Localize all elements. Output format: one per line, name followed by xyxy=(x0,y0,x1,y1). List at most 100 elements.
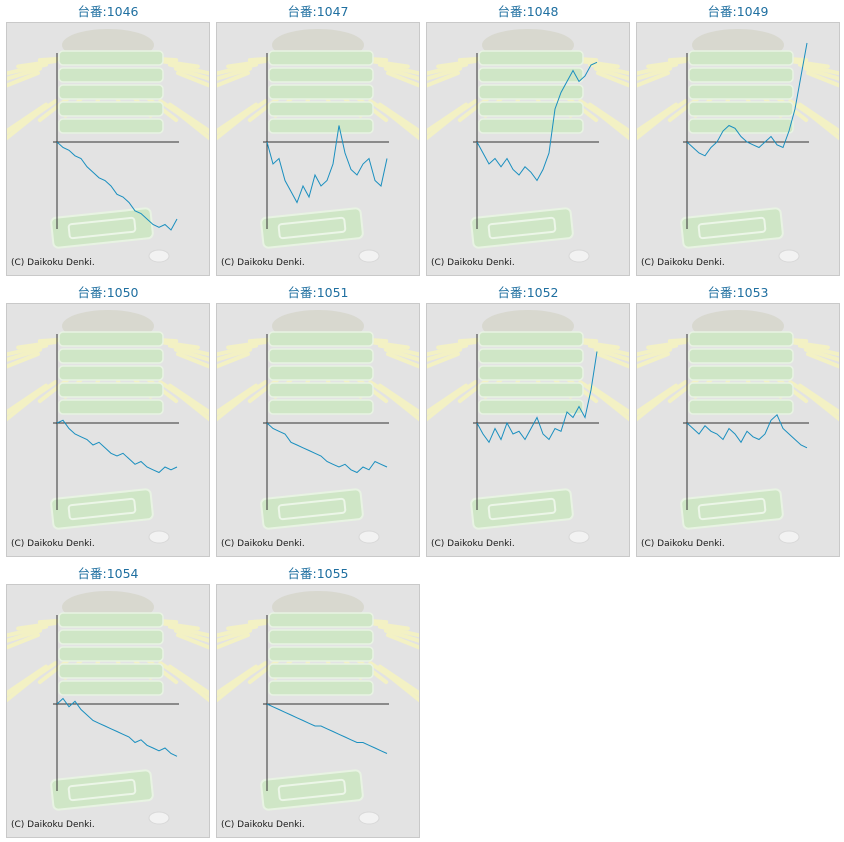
sun-ray xyxy=(7,343,49,357)
tray-stack xyxy=(478,331,584,347)
coin xyxy=(778,249,800,263)
chart-title[interactable]: 台番:1048 xyxy=(497,4,559,19)
series-line xyxy=(266,422,388,474)
sun-ray xyxy=(383,668,419,697)
chart-title[interactable]: 台番:1046 xyxy=(77,4,139,19)
background-artwork xyxy=(7,591,209,825)
chart-cell: 台番:1048 (C) Daikoku Denki. xyxy=(426,0,630,276)
sun-ray xyxy=(593,387,629,416)
sun-ray xyxy=(806,352,839,369)
coin xyxy=(778,530,800,544)
sun-ray xyxy=(637,343,679,357)
sun-ray xyxy=(436,59,478,69)
sun-ray xyxy=(7,71,40,88)
copyright-label: (C) Daikoku Denki. xyxy=(431,539,515,549)
tray-stack xyxy=(58,680,164,696)
sun-ray xyxy=(596,111,629,141)
series-line xyxy=(56,697,178,757)
sun-ray xyxy=(158,59,200,69)
sun-ray xyxy=(803,66,839,81)
chart-svg xyxy=(427,310,629,544)
sun-ray xyxy=(226,661,268,691)
sun-ray xyxy=(377,343,419,357)
tray-stack xyxy=(688,50,794,66)
bottom-tray xyxy=(50,488,154,530)
chart-cell: 台番:1051 (C) Daikoku Denki. xyxy=(216,281,420,557)
copyright-label: (C) Daikoku Denki. xyxy=(641,539,725,549)
sun-ray xyxy=(637,102,679,134)
chart-title[interactable]: 台番:1053 xyxy=(707,285,769,300)
chart-cell: 台番:1047 (C) Daikoku Denki. xyxy=(216,0,420,276)
sun-ray xyxy=(637,66,673,81)
sun-ray xyxy=(217,352,250,369)
tray-stack xyxy=(478,399,584,415)
tray-stack xyxy=(268,399,374,415)
sun-ray xyxy=(436,99,478,129)
bottom-tray-inner xyxy=(277,778,347,802)
sun-ray xyxy=(158,621,200,631)
sun-ray xyxy=(578,340,620,350)
sun-ray xyxy=(368,340,410,350)
tray-stack xyxy=(58,399,164,415)
sun-ray xyxy=(167,624,209,638)
chart-title[interactable]: 台番:1051 xyxy=(287,285,349,300)
coin xyxy=(148,249,170,263)
sun-ray xyxy=(226,99,268,129)
tray-stack xyxy=(688,331,794,347)
bottom-tray xyxy=(470,488,574,530)
chart-title[interactable]: 台番:1054 xyxy=(77,566,139,581)
sun-ray xyxy=(16,340,58,350)
sun-ray xyxy=(383,347,419,362)
coin xyxy=(358,811,380,825)
sun-ray xyxy=(596,392,629,422)
tray-stack xyxy=(268,365,374,381)
chart-cell: 台番:1052 (C) Daikoku Denki. xyxy=(426,281,630,557)
sun-ray xyxy=(427,343,469,357)
sun-ray xyxy=(226,340,268,350)
sun-ray xyxy=(7,633,40,650)
chart-title[interactable]: 台番:1052 xyxy=(497,285,559,300)
sun-ray xyxy=(386,633,419,650)
copyright-label: (C) Daikoku Denki. xyxy=(221,258,305,268)
sun-ray xyxy=(217,624,259,638)
sun-ray xyxy=(788,59,830,69)
sun-ray xyxy=(803,387,839,416)
sun-ray xyxy=(427,71,460,88)
tray-stack xyxy=(268,612,374,628)
tray-stack xyxy=(688,67,794,83)
tray-stack xyxy=(688,101,794,117)
copyright-label: (C) Daikoku Denki. xyxy=(221,820,305,830)
sun-ray xyxy=(596,352,629,369)
sun-ray xyxy=(217,664,259,696)
chart-title[interactable]: 台番:1047 xyxy=(287,4,349,19)
sun-ray xyxy=(377,62,419,76)
chart-title[interactable]: 台番:1049 xyxy=(707,4,769,19)
sun-ray xyxy=(806,111,839,141)
tray-stack xyxy=(688,84,794,100)
coin xyxy=(568,249,590,263)
tray-stack xyxy=(268,382,374,398)
bottom-tray xyxy=(680,207,784,249)
copyright-label: (C) Daikoku Denki. xyxy=(11,258,95,268)
tray-stack xyxy=(478,101,584,117)
sun-ray xyxy=(173,668,209,697)
sun-ray xyxy=(637,62,679,76)
tray-stack xyxy=(58,348,164,364)
tray-stack xyxy=(58,646,164,662)
tray-stack xyxy=(268,331,374,347)
tray-stack xyxy=(688,382,794,398)
tray-stack xyxy=(58,629,164,645)
tray-stack xyxy=(58,382,164,398)
sun-ray xyxy=(7,352,40,369)
tray-stack xyxy=(478,365,584,381)
sun-ray xyxy=(217,633,250,650)
tray-stack xyxy=(268,646,374,662)
chart-title[interactable]: 台番:1050 xyxy=(77,285,139,300)
chart-cell: 台番:1053 (C) Daikoku Denki. xyxy=(636,281,840,557)
sun-ray xyxy=(7,624,49,638)
tray-stack xyxy=(688,399,794,415)
sun-ray xyxy=(386,352,419,369)
chart-title[interactable]: 台番:1055 xyxy=(287,566,349,581)
sun-ray xyxy=(646,340,688,350)
sun-ray xyxy=(386,71,419,88)
